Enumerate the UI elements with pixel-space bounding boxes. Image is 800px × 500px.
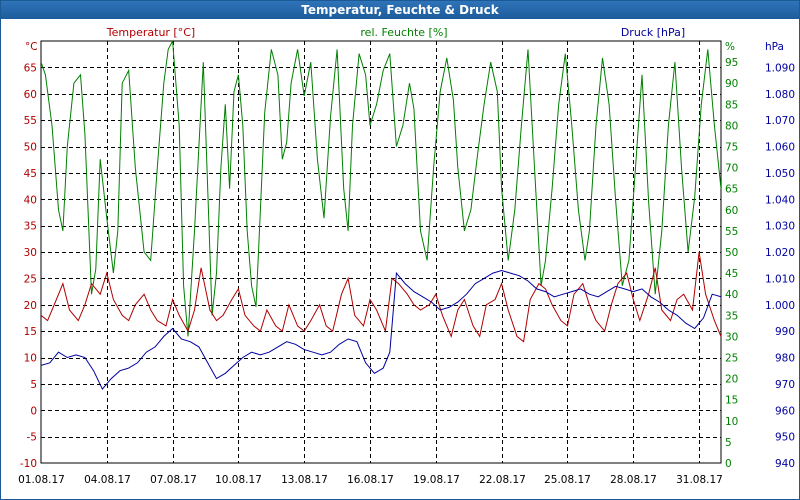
humidity-line [41, 41, 721, 337]
humidity-tick-label: 75 [725, 142, 738, 154]
temperature-tick-label: 45 [24, 168, 37, 180]
pressure-tick-label: 1.020 [765, 247, 795, 259]
temperature-tick-label: 25 [24, 273, 37, 285]
humidity-tick-label: 10 [725, 416, 738, 428]
temperature-tick-label: 50 [24, 142, 37, 154]
temperature-tick-label: 65 [24, 62, 37, 74]
humidity-unit: % [725, 41, 735, 53]
x-tick-label: 28.08.17 [610, 474, 657, 486]
pressure-tick-label: 960 [775, 405, 795, 417]
pressure-line [41, 269, 721, 391]
x-tick-label: 07.08.17 [150, 474, 197, 486]
grid [40, 40, 722, 464]
temperature-tick-label: -5 [27, 432, 37, 444]
pressure-tick-label: 1.080 [765, 89, 795, 101]
pressure-tick-label: 990 [775, 326, 795, 338]
humidity-tick-label: 90 [725, 78, 738, 90]
temperature-axis-title: Temperatur [°C] [106, 26, 195, 39]
humidity-tick-label: 85 [725, 99, 738, 111]
pressure-tick-label: 940 [775, 458, 795, 470]
pressure-tick-label: 1.050 [765, 168, 795, 180]
pressure-tick-label: 1.070 [765, 115, 795, 127]
temperature-tick-label: 20 [24, 300, 37, 312]
humidity-tick-label: 50 [725, 247, 738, 259]
temperature-tick-label: -10 [20, 458, 37, 470]
x-tick-label: 31.08.17 [676, 474, 723, 486]
temperature-tick-label: 0 [30, 405, 37, 417]
x-tick-label: 22.08.17 [479, 474, 526, 486]
window-title: Temperatur, Feuchte & Druck [1, 1, 799, 19]
pressure-tick-label: 1.010 [765, 273, 795, 285]
temperature-tick-label: 10 [24, 353, 37, 365]
pressure-axis-title: Druck [hPa] [621, 26, 685, 39]
temperature-tick-label: 60 [24, 89, 37, 101]
temperature-unit: °C [25, 41, 38, 53]
pressure-tick-label: 1.090 [765, 62, 795, 74]
x-tick-label: 19.08.17 [413, 474, 460, 486]
temperature-tick-label: 40 [24, 194, 37, 206]
humidity-tick-label: 15 [725, 395, 738, 407]
humidity-tick-label: 25 [725, 353, 738, 365]
series-lines [41, 41, 721, 391]
x-tick-label: 25.08.17 [544, 474, 591, 486]
humidity-tick-label: 35 [725, 310, 738, 322]
humidity-tick-label: 80 [725, 120, 738, 132]
humidity-axis-title: rel. Feuchte [%] [360, 26, 447, 39]
pressure-tick-label: 980 [775, 353, 795, 365]
humidity-tick-label: 30 [725, 331, 738, 343]
pressure-tick-label: 950 [775, 432, 795, 444]
x-tick-label: 01.08.17 [18, 474, 65, 486]
axis-labels: 01.08.17 04.08.17 07.08.17 10.08.17 13.08.17… [18, 26, 795, 486]
humidity-tick-label: 55 [725, 226, 738, 238]
humidity-tick-label: 0 [725, 458, 732, 470]
chart-canvas: 01.08.17 04.08.17 07.08.17 10.08.17 13.08.17… [18, 26, 795, 486]
pressure-tick-label: 1.030 [765, 221, 795, 233]
pressure-tick-label: 970 [775, 379, 795, 391]
humidity-tick-label: 60 [725, 205, 738, 217]
temperature-tick-label: 35 [24, 221, 37, 233]
pressure-unit: hPa [765, 41, 784, 53]
humidity-tick-label: 95 [725, 57, 738, 69]
pressure-tick-label: 1.040 [765, 194, 795, 206]
x-tick-label: 16.08.17 [347, 474, 394, 486]
temperature-tick-label: 15 [24, 326, 37, 338]
temperature-tick-label: 55 [24, 115, 37, 127]
temperature-tick-label: 30 [24, 247, 37, 259]
humidity-tick-label: 45 [725, 268, 738, 280]
x-tick-label: 13.08.17 [281, 474, 328, 486]
pressure-tick-label: 1.060 [765, 142, 795, 154]
x-tick-label: 10.08.17 [215, 474, 262, 486]
x-tick-label: 04.08.17 [84, 474, 131, 486]
temperature-line [41, 251, 721, 343]
pressure-tick-label: 1.000 [765, 300, 795, 312]
humidity-tick-label: 5 [725, 437, 732, 449]
humidity-tick-label: 40 [725, 289, 738, 301]
humidity-tick-label: 20 [725, 374, 738, 386]
humidity-tick-label: 70 [725, 163, 738, 175]
temperature-tick-label: 5 [30, 379, 37, 391]
humidity-tick-label: 65 [725, 184, 738, 196]
